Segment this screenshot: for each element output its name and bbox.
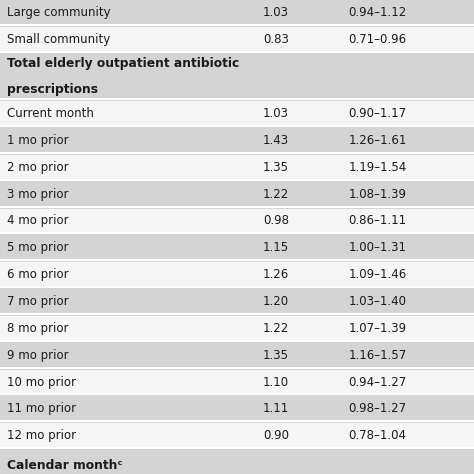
Bar — [0, 54, 474, 99]
Bar — [0, 206, 474, 208]
Text: 1.19–1.54: 1.19–1.54 — [348, 161, 407, 174]
Text: Small community: Small community — [7, 33, 110, 46]
Bar — [0, 0, 474, 25]
Text: 3 mo prior: 3 mo prior — [7, 188, 69, 201]
Text: Current month: Current month — [7, 107, 94, 120]
Text: 1.26–1.61: 1.26–1.61 — [348, 134, 407, 147]
Bar — [0, 152, 474, 154]
Text: 1.10: 1.10 — [263, 375, 289, 389]
Text: Large community: Large community — [7, 6, 111, 19]
Text: 1.07–1.39: 1.07–1.39 — [348, 322, 407, 335]
Text: 0.90: 0.90 — [263, 429, 289, 442]
Bar — [0, 396, 474, 421]
Text: 1.03: 1.03 — [263, 107, 289, 120]
Text: 2 mo prior: 2 mo prior — [7, 161, 69, 174]
Text: 8 mo prior: 8 mo prior — [7, 322, 69, 335]
Text: 7 mo prior: 7 mo prior — [7, 295, 69, 308]
Bar — [0, 262, 474, 287]
Text: 6 mo prior: 6 mo prior — [7, 268, 69, 281]
Text: Calendar monthᶜ: Calendar monthᶜ — [7, 459, 122, 472]
Text: 1.11: 1.11 — [263, 402, 289, 415]
Text: 0.94–1.12: 0.94–1.12 — [348, 6, 407, 19]
Bar — [0, 447, 474, 449]
Bar — [0, 259, 474, 261]
Bar — [0, 236, 474, 260]
Text: 10 mo prior: 10 mo prior — [7, 375, 76, 389]
Bar — [0, 370, 474, 394]
Text: 0.98: 0.98 — [263, 215, 289, 228]
Bar — [0, 393, 474, 395]
Text: 1.43: 1.43 — [263, 134, 289, 147]
Text: 1.35: 1.35 — [263, 349, 289, 362]
Bar — [0, 340, 474, 342]
Text: 1.22: 1.22 — [263, 322, 289, 335]
Bar — [0, 51, 474, 53]
Text: 1.08–1.39: 1.08–1.39 — [348, 188, 406, 201]
Text: 0.94–1.27: 0.94–1.27 — [348, 375, 407, 389]
Text: 1.22: 1.22 — [263, 188, 289, 201]
Text: 1.20: 1.20 — [263, 295, 289, 308]
Text: 1 mo prior: 1 mo prior — [7, 134, 69, 147]
Bar — [0, 316, 474, 341]
Bar — [0, 179, 474, 181]
Bar — [0, 420, 474, 422]
Bar — [0, 343, 474, 368]
Text: 1.15: 1.15 — [263, 241, 289, 255]
Bar — [0, 24, 474, 26]
Bar — [0, 125, 474, 127]
Text: prescriptions: prescriptions — [7, 82, 98, 96]
Text: 1.03: 1.03 — [263, 6, 289, 19]
Text: 0.90–1.17: 0.90–1.17 — [348, 107, 407, 120]
Bar — [0, 313, 474, 315]
Bar — [0, 286, 474, 288]
Text: 0.83: 0.83 — [263, 33, 289, 46]
Text: 5 mo prior: 5 mo prior — [7, 241, 69, 255]
Bar — [0, 155, 474, 180]
Bar — [0, 366, 474, 369]
Bar — [0, 128, 474, 153]
Text: 4 mo prior: 4 mo prior — [7, 215, 69, 228]
Text: 1.16–1.57: 1.16–1.57 — [348, 349, 407, 362]
Bar — [0, 423, 474, 448]
Text: 1.26: 1.26 — [263, 268, 289, 281]
Bar — [0, 101, 474, 126]
Text: 0.98–1.27: 0.98–1.27 — [348, 402, 407, 415]
Bar — [0, 450, 474, 474]
Text: 1.03–1.40: 1.03–1.40 — [348, 295, 406, 308]
Bar — [0, 232, 474, 235]
Text: 0.86–1.11: 0.86–1.11 — [348, 215, 407, 228]
Bar — [0, 98, 474, 100]
Bar — [0, 27, 474, 52]
Bar — [0, 182, 474, 207]
Text: Total elderly outpatient antibiotic: Total elderly outpatient antibiotic — [7, 57, 239, 70]
Text: 11 mo prior: 11 mo prior — [7, 402, 76, 415]
Bar — [0, 209, 474, 233]
Text: 0.71–0.96: 0.71–0.96 — [348, 33, 407, 46]
Text: 0.78–1.04: 0.78–1.04 — [348, 429, 406, 442]
Text: 9 mo prior: 9 mo prior — [7, 349, 69, 362]
Bar — [0, 289, 474, 314]
Text: 1.00–1.31: 1.00–1.31 — [348, 241, 406, 255]
Text: 12 mo prior: 12 mo prior — [7, 429, 76, 442]
Text: 1.09–1.46: 1.09–1.46 — [348, 268, 407, 281]
Text: 1.35: 1.35 — [263, 161, 289, 174]
